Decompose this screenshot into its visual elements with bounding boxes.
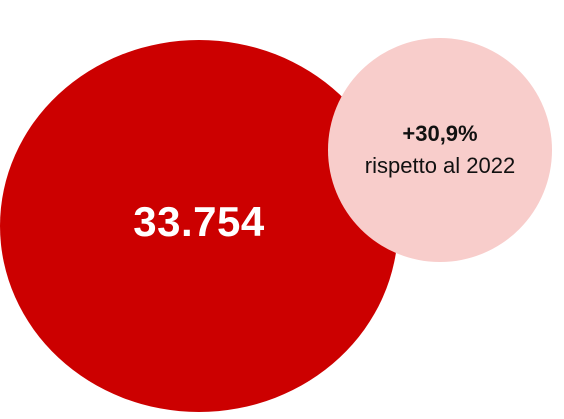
change-percentage: +30,9% (402, 121, 478, 146)
main-metric-value: 33.754 (133, 198, 265, 245)
main-metric-circle: 33.754 (0, 40, 398, 412)
comparison-circle: +30,9% rispetto al 2022 (328, 38, 552, 262)
change-description: rispetto al 2022 (364, 153, 516, 178)
